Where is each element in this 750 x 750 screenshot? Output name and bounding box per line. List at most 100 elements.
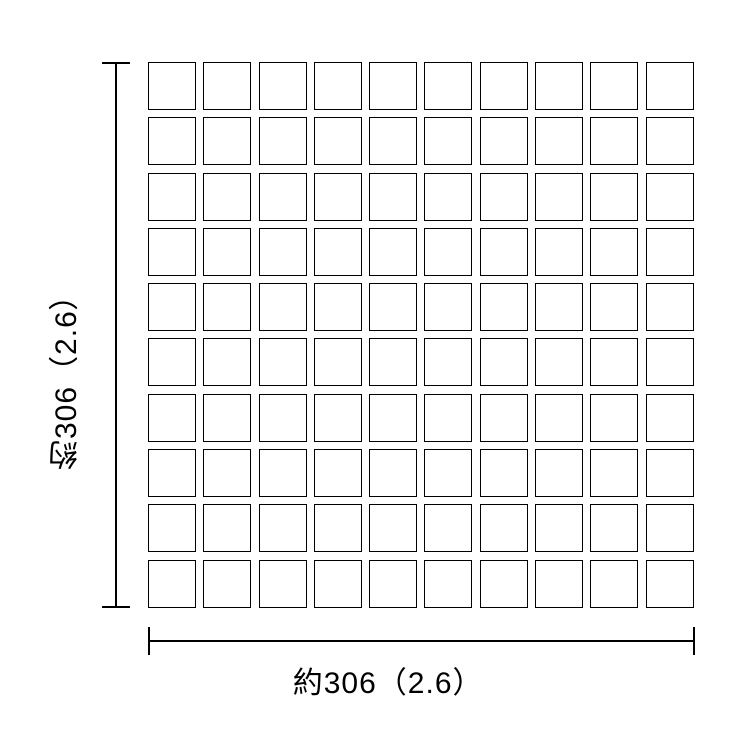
tile <box>369 449 417 497</box>
tile <box>646 560 694 608</box>
tile <box>314 504 362 552</box>
tile <box>646 173 694 221</box>
tile <box>646 449 694 497</box>
tile <box>480 504 528 552</box>
tile <box>535 504 583 552</box>
horizontal-dimension-label: 約306（2.6） <box>293 658 484 702</box>
tile <box>480 62 528 110</box>
tile <box>424 283 472 331</box>
tile <box>535 338 583 386</box>
tile <box>259 504 307 552</box>
tile <box>259 449 307 497</box>
tile <box>148 62 196 110</box>
tile <box>590 283 638 331</box>
tile <box>480 117 528 165</box>
tile <box>480 228 528 276</box>
tile <box>203 62 251 110</box>
tile <box>314 449 362 497</box>
tile <box>646 228 694 276</box>
tile <box>424 117 472 165</box>
tile <box>646 338 694 386</box>
tile <box>259 394 307 442</box>
tile <box>369 394 417 442</box>
tile <box>314 228 362 276</box>
tile <box>535 560 583 608</box>
tile <box>424 560 472 608</box>
vertical-dimension-label: 約306（2.6） <box>45 200 89 470</box>
tile <box>646 394 694 442</box>
tile <box>590 560 638 608</box>
tile <box>480 338 528 386</box>
tile <box>314 62 362 110</box>
tile <box>148 338 196 386</box>
tile <box>480 560 528 608</box>
tile <box>590 394 638 442</box>
tile <box>535 394 583 442</box>
tile <box>424 228 472 276</box>
tile <box>314 283 362 331</box>
tile <box>590 338 638 386</box>
tile <box>203 338 251 386</box>
tile <box>259 62 307 110</box>
tile <box>424 394 472 442</box>
tile <box>535 228 583 276</box>
tile <box>148 228 196 276</box>
tile <box>646 117 694 165</box>
tile <box>590 449 638 497</box>
tile <box>646 62 694 110</box>
tile <box>535 173 583 221</box>
tile <box>314 173 362 221</box>
tile <box>535 62 583 110</box>
horizontal-dimension-cap-left <box>148 627 150 655</box>
tile <box>590 173 638 221</box>
tile <box>259 560 307 608</box>
tile <box>259 283 307 331</box>
tile <box>535 283 583 331</box>
tile <box>148 283 196 331</box>
tile <box>480 449 528 497</box>
tile <box>314 338 362 386</box>
tile-dimension-diagram: 約306（2.6） 約306（2.6） <box>0 0 750 750</box>
tile <box>535 449 583 497</box>
tile <box>369 504 417 552</box>
tile <box>203 283 251 331</box>
vertical-dimension-bar <box>115 62 117 608</box>
tile <box>259 228 307 276</box>
tile-grid <box>148 62 694 608</box>
tile <box>535 117 583 165</box>
tile <box>424 504 472 552</box>
tile <box>203 228 251 276</box>
tile <box>148 504 196 552</box>
horizontal-dimension-cap-right <box>693 627 695 655</box>
tile <box>203 173 251 221</box>
tile <box>259 173 307 221</box>
tile <box>148 117 196 165</box>
tile <box>480 283 528 331</box>
tile <box>369 228 417 276</box>
tile <box>314 117 362 165</box>
tile <box>590 117 638 165</box>
tile <box>203 560 251 608</box>
tile <box>148 173 196 221</box>
tile <box>424 173 472 221</box>
tile <box>314 560 362 608</box>
tile <box>148 560 196 608</box>
tile <box>203 504 251 552</box>
tile <box>424 62 472 110</box>
tile <box>646 504 694 552</box>
tile <box>148 394 196 442</box>
tile <box>203 117 251 165</box>
tile <box>148 449 196 497</box>
tile <box>590 504 638 552</box>
tile <box>259 338 307 386</box>
tile <box>480 173 528 221</box>
tile <box>369 117 417 165</box>
tile <box>369 283 417 331</box>
tile <box>424 449 472 497</box>
tile <box>369 173 417 221</box>
tile <box>646 283 694 331</box>
tile <box>203 394 251 442</box>
tile <box>203 449 251 497</box>
tile <box>369 338 417 386</box>
vertical-dimension-cap-top <box>102 62 130 64</box>
